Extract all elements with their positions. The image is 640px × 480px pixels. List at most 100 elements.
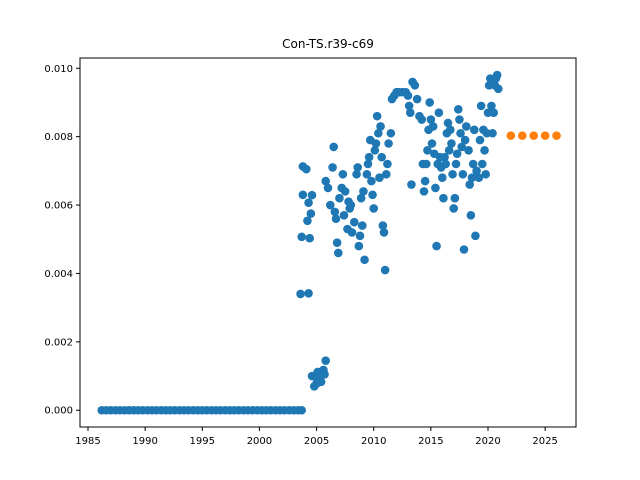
data-point [529, 131, 539, 140]
data-point [480, 146, 489, 155]
data-point [428, 122, 438, 131]
data-point [306, 209, 316, 218]
y-tick-label: 0.000 [44, 406, 73, 417]
data-point [464, 146, 473, 155]
data-point [439, 193, 448, 203]
data-point [419, 187, 429, 196]
data-point [517, 131, 527, 140]
data-point [383, 159, 392, 169]
data-point [440, 152, 449, 162]
data-point [426, 115, 436, 124]
data-point [420, 176, 430, 186]
data-point [461, 122, 471, 131]
data-point [335, 193, 344, 203]
data-point [448, 169, 457, 179]
data-point [355, 231, 365, 241]
y-tick-label: 0.010 [44, 64, 73, 75]
data-point [506, 131, 516, 140]
data-point [325, 200, 335, 210]
data-point [353, 163, 363, 172]
data-point [296, 289, 305, 299]
data-point [443, 118, 453, 128]
data-point [331, 214, 341, 224]
data-point [298, 190, 308, 200]
data-point [329, 142, 339, 152]
data-point [410, 81, 420, 90]
data-point [447, 139, 456, 148]
data-point [360, 255, 369, 265]
data-point [489, 108, 499, 118]
data-point [472, 166, 481, 176]
data-point [304, 198, 313, 207]
data-point [375, 173, 384, 182]
data-point [347, 228, 357, 237]
data-point [460, 135, 470, 145]
x-tick-label: 2025 [532, 436, 557, 447]
data-point [437, 173, 447, 182]
data-point [488, 128, 497, 138]
chart-title: Con-TS.r39-c69 [282, 37, 374, 51]
data-point [444, 146, 454, 155]
data-point [412, 94, 422, 104]
data-point [455, 115, 464, 124]
data-point [427, 139, 437, 148]
data-point [481, 169, 491, 179]
data-point [369, 204, 379, 213]
x-tick-label: 2010 [361, 436, 386, 447]
data-point [379, 228, 389, 237]
data-point [432, 241, 441, 251]
data-point [405, 108, 415, 118]
data-point [425, 98, 435, 107]
data-point [338, 169, 348, 179]
data-point [316, 377, 326, 387]
data-point [328, 163, 337, 172]
plot-frame [79, 57, 577, 428]
points-layer [97, 70, 561, 415]
data-point [540, 131, 550, 140]
x-tick-label: 2015 [418, 436, 443, 447]
data-point [493, 84, 503, 94]
data-point [339, 211, 349, 220]
data-point [311, 372, 320, 382]
data-point [320, 370, 329, 379]
data-point [370, 146, 380, 155]
x-tick-label: 2005 [304, 436, 329, 447]
data-point [349, 217, 359, 227]
data-point [377, 152, 387, 162]
data-point [403, 91, 413, 100]
data-point [445, 125, 455, 135]
data-point [466, 211, 476, 220]
data-point [492, 70, 502, 80]
y-tick-label: 0.004 [44, 269, 73, 280]
data-point [368, 190, 377, 200]
data-point [372, 111, 382, 121]
data-point [356, 193, 366, 203]
data-point [323, 183, 333, 193]
data-point [423, 146, 432, 155]
x-tick-label: 1995 [190, 436, 215, 447]
data-point [384, 139, 393, 148]
data-point [467, 173, 477, 182]
data-point [330, 207, 340, 217]
data-point [451, 159, 461, 169]
data-point [357, 221, 367, 230]
data-point [340, 187, 350, 196]
data-point [297, 405, 307, 415]
data-point [378, 221, 388, 230]
data-point [376, 122, 385, 131]
x-tick-label: 2000 [247, 436, 272, 447]
data-point [450, 193, 460, 203]
data-point [441, 159, 451, 169]
y-tick-label: 0.008 [44, 132, 73, 143]
data-point [332, 238, 342, 247]
data-point [333, 248, 343, 258]
data-point [321, 176, 331, 186]
x-tick-label: 1985 [75, 436, 100, 447]
data-point [305, 233, 315, 243]
data-point [297, 232, 307, 242]
data-point [364, 152, 374, 162]
data-point [452, 149, 462, 159]
data-point [346, 200, 356, 210]
data-point [552, 131, 561, 140]
data-point [367, 176, 376, 186]
